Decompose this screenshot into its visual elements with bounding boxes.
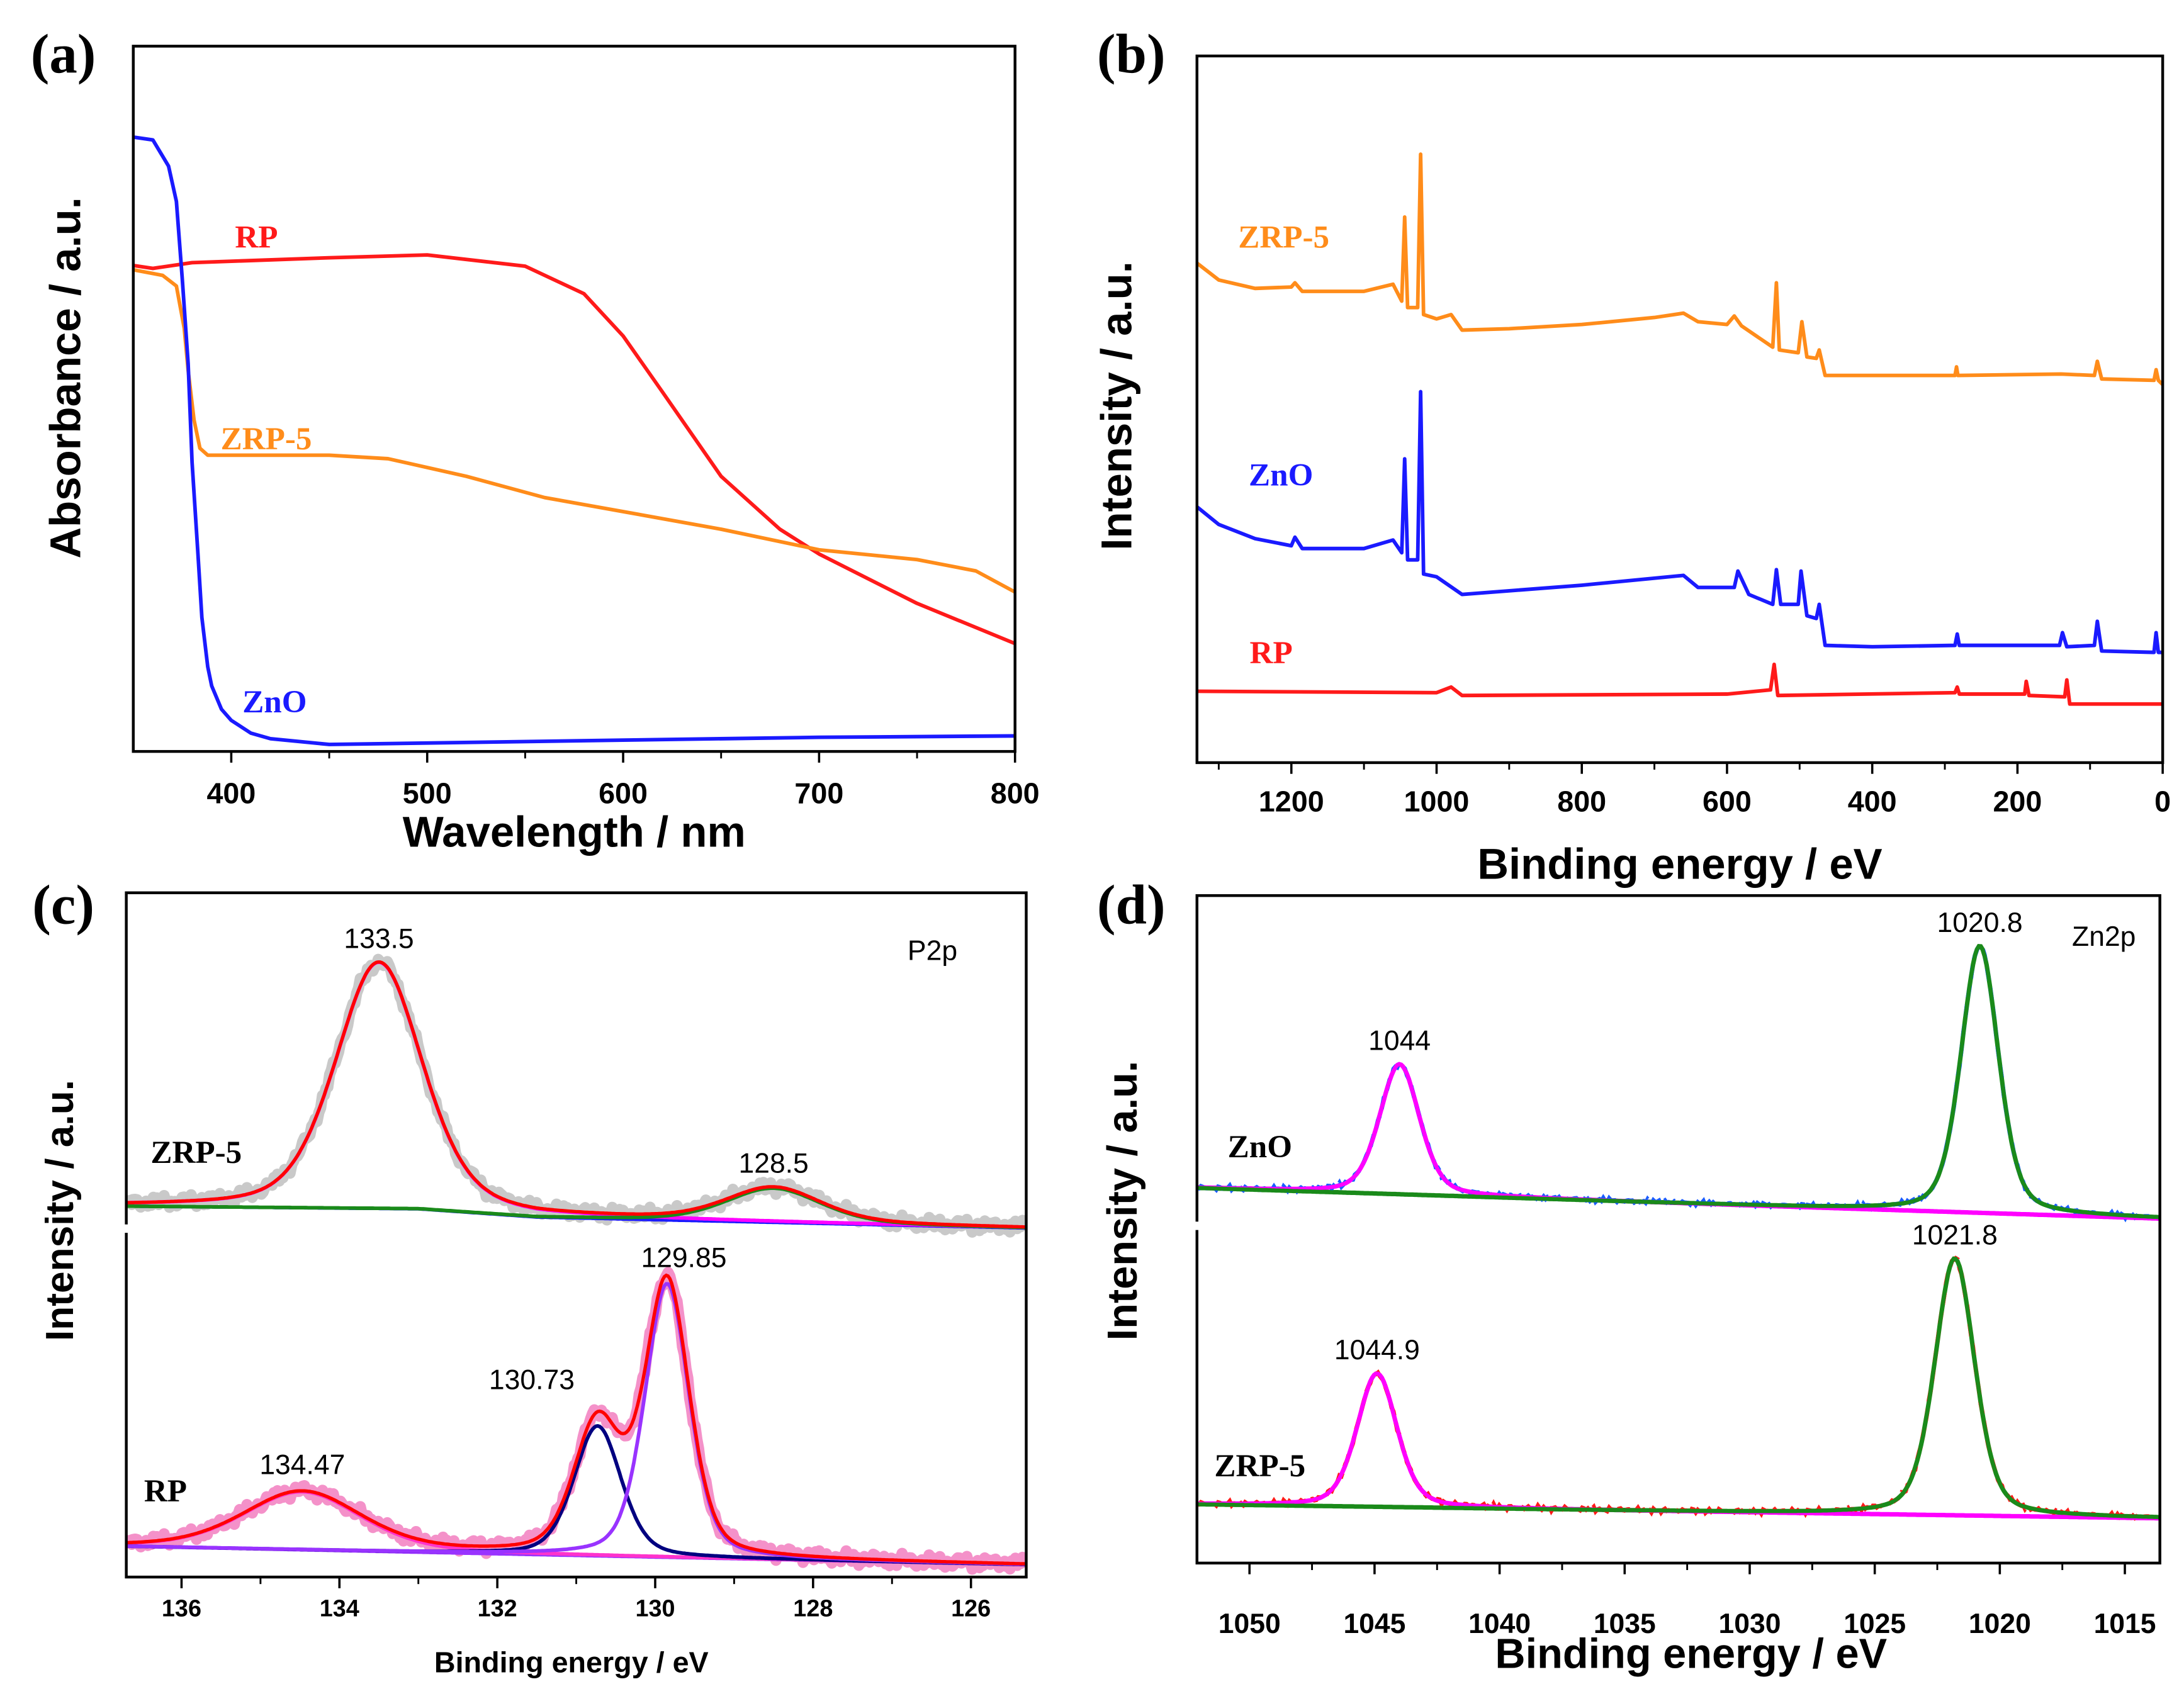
plot-frame	[132, 45, 1016, 753]
peak-label: 1021.8	[1912, 1220, 1998, 1250]
x-tick-label: 500	[403, 777, 452, 809]
panel-a: (a) 400 500 600 700 800 Wavelength / nm Absorba…	[31, 24, 1040, 856]
plot-frame	[125, 891, 1028, 1579]
series-label: RP	[235, 220, 278, 255]
x-tick-label: 200	[1993, 785, 2042, 818]
fit-component-129.85	[126, 1282, 1027, 1566]
series-label: ZRP-5	[221, 421, 312, 457]
x-axis-title: Binding energy / eV	[1495, 1631, 1887, 1678]
y-axis-title: Intensity / a.u.	[1092, 261, 1140, 551]
series-line-zrp-5	[1196, 152, 2163, 386]
plot-area	[126, 953, 1027, 1575]
x-tick-label: 600	[1703, 785, 1752, 818]
series-label: ZnO	[242, 684, 307, 720]
peak-label: 1044.9	[1334, 1335, 1420, 1366]
peak-label: 128.5	[738, 1148, 808, 1179]
sample-label: ZRP-5	[150, 1135, 242, 1170]
peak-label: 133.5	[344, 923, 414, 954]
sample-label: RP	[144, 1473, 187, 1509]
fit-component-1044	[1196, 1062, 2160, 1221]
core-level-annotation: Zn2p	[2072, 921, 2136, 952]
fit-component-1020.8	[1196, 944, 2160, 1220]
x-tick-label: 130	[635, 1595, 675, 1622]
raw-data-zrp-5	[1196, 1255, 2160, 1523]
x-tick-label: 126	[951, 1595, 991, 1622]
series-line-zno	[133, 135, 1015, 746]
fit-component-1021.8	[1196, 1257, 2160, 1520]
x-tick-label: 400	[1848, 785, 1897, 818]
axis-break	[121, 1224, 131, 1233]
y-axis-title: Intensity / a.u.	[38, 1080, 82, 1341]
plot-frame	[1195, 54, 2164, 765]
x-axis-title: Binding energy / eV	[434, 1646, 709, 1678]
y-axis-title: Intensity / a.u.	[1100, 1061, 1146, 1341]
axis-break	[1193, 1221, 1202, 1230]
panel-letter: (d)	[1097, 875, 1166, 936]
x-tick-label: 700	[794, 777, 843, 809]
x-axis-title: Binding energy / eV	[1477, 839, 1882, 888]
sample-label: ZRP-5	[1214, 1448, 1305, 1484]
series-line-rp	[1196, 662, 2163, 706]
x-tick-label: 132	[478, 1595, 517, 1622]
x-tick-label: 136	[162, 1595, 201, 1622]
fit-component-1044.9	[1196, 1371, 2160, 1521]
x-tick-label: 1015	[2094, 1608, 2156, 1639]
peak-label: 1044	[1368, 1026, 1431, 1057]
plot-area	[1196, 152, 2163, 706]
panel-letter: (a)	[31, 24, 96, 86]
peak-label: 134.47	[259, 1449, 345, 1480]
x-axis-title: Wavelength / nm	[403, 807, 746, 856]
panel-b: (b) 1200 1000 800 600 400 200 0 Binding energy /…	[1092, 24, 2171, 889]
x-tick-label: 1030	[1719, 1608, 1781, 1639]
fit-envelope	[126, 960, 1027, 1229]
panel-d: (d) 1050 1045 1040 1035 1030 1025 1020 1015 Bindi…	[1097, 875, 2161, 1678]
x-tick-label: 800	[1557, 785, 1606, 818]
panel-c: (c) 136 134 132 130 128 126 Binding energy / eV…	[32, 875, 1028, 1678]
x-tick-label: 400	[206, 777, 256, 809]
x-tick-label: 1200	[1259, 785, 1324, 818]
x-tick-label: 1020	[1969, 1608, 2031, 1639]
series-label: ZnO	[1249, 457, 1313, 493]
raw-data-rp	[126, 1267, 1027, 1575]
x-tick-label: 0	[2154, 785, 2171, 818]
panel-letter: (c)	[32, 875, 94, 936]
series-label: ZRP-5	[1238, 220, 1329, 255]
x-tick-label: 1045	[1343, 1608, 1405, 1639]
x-tick-label: 800	[991, 777, 1040, 809]
x-tick-label: 134	[320, 1595, 359, 1622]
peak-label: 130.73	[489, 1365, 575, 1396]
x-tick-label: 600	[599, 777, 648, 809]
x-tick-label: 128	[793, 1595, 833, 1622]
peak-label: 1020.8	[1937, 907, 2023, 938]
sample-label: ZnO	[1228, 1129, 1292, 1165]
plot-area	[1196, 942, 2160, 1523]
x-tick-label: 1025	[1843, 1608, 1906, 1639]
fit-component-1020.8	[1196, 943, 2160, 1220]
x-tick-label: 1000	[1404, 785, 1470, 818]
fit-envelope	[126, 1273, 1027, 1566]
peak-label: 129.85	[641, 1242, 726, 1273]
x-tick-label: 1040	[1468, 1608, 1531, 1639]
raw-data-zno	[1196, 942, 2160, 1223]
y-axis-title: Absorbance / a.u.	[41, 197, 89, 559]
plot-area	[133, 135, 1015, 746]
plot-frame	[1195, 894, 2161, 1565]
x-tick-label: 1050	[1219, 1608, 1281, 1639]
x-tick-label: 1035	[1594, 1608, 1656, 1639]
fit-component-1044	[1196, 1062, 2160, 1221]
fit-component-1044.9	[1196, 1371, 2160, 1520]
series-line-zno	[1196, 390, 2163, 654]
series-label: RP	[1250, 635, 1293, 671]
panel-letter: (b)	[1097, 24, 1166, 86]
core-level-annotation: P2p	[908, 935, 957, 966]
